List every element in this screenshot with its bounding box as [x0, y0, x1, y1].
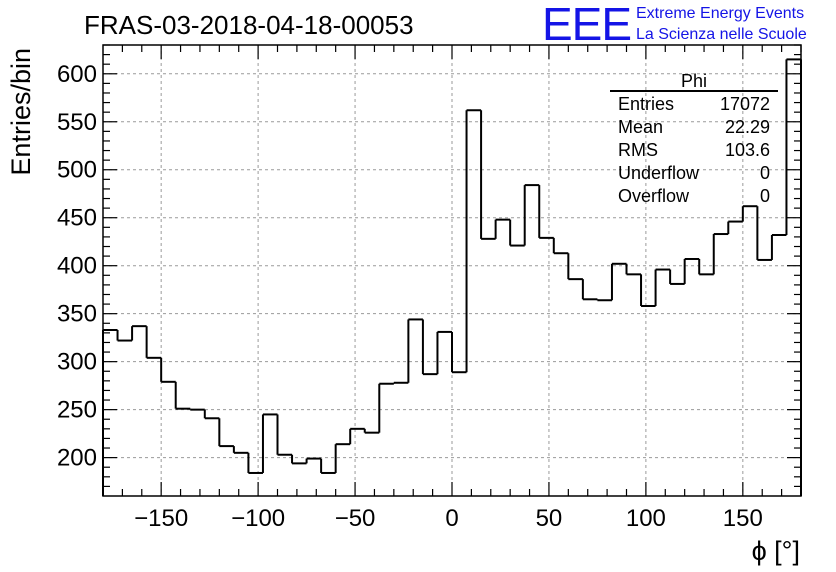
- stats-row-value: 103.6: [725, 140, 770, 160]
- stats-row-value: 0: [760, 163, 770, 183]
- y-tick-label: 450: [57, 205, 97, 232]
- stats-rows: Entries 17072 Mean 22.29 RMS 103.6 Underflow 0 O…: [618, 94, 770, 206]
- y-tick-label: 600: [57, 61, 97, 88]
- x-tick-label: 100: [626, 505, 666, 532]
- y-tick-label: 250: [57, 397, 97, 424]
- x-axis: −150 −100 −50 0 50 100 150: [121, 45, 802, 532]
- grid: [103, 45, 801, 496]
- eee-logo-line2: La Scienza nelle Scuole: [636, 26, 807, 43]
- stats-row-label: Overflow: [618, 186, 690, 206]
- x-tick-label: 0: [445, 505, 458, 532]
- x-tick-label: −100: [231, 505, 285, 532]
- x-tick-label: −150: [134, 505, 188, 532]
- stats-row-label: RMS: [618, 140, 658, 160]
- y-axis-title: Entries/bin: [6, 48, 36, 176]
- stats-row-value: 0: [760, 186, 770, 206]
- stats-row-value: 22.29: [725, 117, 770, 137]
- x-tick-label: −50: [335, 505, 376, 532]
- y-tick-label: 400: [57, 253, 97, 280]
- y-tick-label: 300: [57, 349, 97, 376]
- y-tick-label: 550: [57, 109, 97, 136]
- x-tick-label: 50: [536, 505, 563, 532]
- stats-row-label: Underflow: [618, 163, 700, 183]
- stats-row-label: Entries: [618, 94, 674, 114]
- stats-row-label: Mean: [618, 117, 663, 137]
- stats-name: Phi: [681, 71, 707, 91]
- stats-row-value: 17072: [720, 94, 770, 114]
- y-tick-label: 350: [57, 301, 97, 328]
- y-tick-label: 200: [57, 445, 97, 472]
- y-axis: 200 250 300 350 400 450 500 550 600: [57, 44, 801, 488]
- eee-logo: EEE Extreme Energy Events La Scienza nel…: [542, 0, 807, 50]
- stats-box: Phi Entries 17072 Mean 22.29 RMS 103.6 Underfl…: [610, 71, 778, 206]
- eee-logo-line1: Extreme Energy Events: [636, 5, 804, 22]
- histogram-title: FRAS-03-2018-04-18-00053: [84, 10, 414, 40]
- y-tick-label: 500: [57, 157, 97, 184]
- x-tick-label: 150: [723, 505, 763, 532]
- x-axis-title: ϕ [°]: [752, 536, 800, 566]
- eee-logo-mark: EEE: [542, 0, 631, 50]
